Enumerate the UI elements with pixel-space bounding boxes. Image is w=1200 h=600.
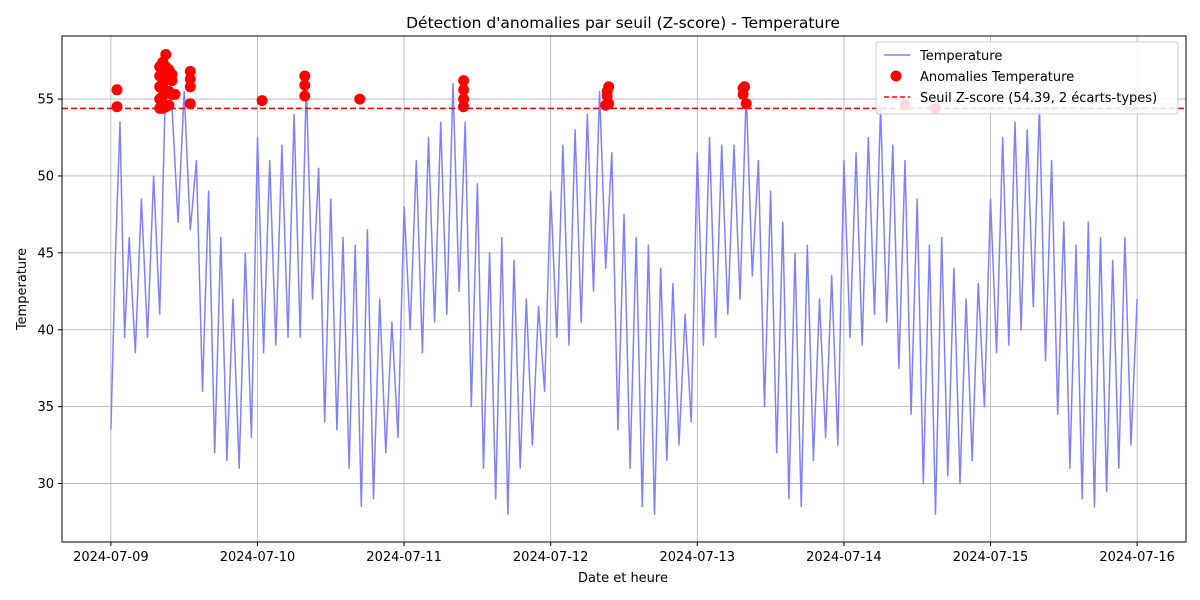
anomaly-point (299, 70, 311, 82)
x-tick-label: 2024-07-15 (953, 550, 1029, 565)
temperature-series (110, 75, 1138, 516)
anomaly-point (740, 98, 752, 110)
y-tick-label: 30 (37, 477, 54, 492)
x-tick-label: 2024-07-14 (806, 550, 882, 565)
legend-temperature-label: Temperature (919, 49, 1002, 64)
anomaly-point (458, 84, 470, 96)
anomaly-point (603, 98, 615, 110)
y-tick-label: 35 (37, 400, 54, 415)
x-tick-label: 2024-07-12 (513, 550, 589, 565)
temperature-line (110, 75, 1138, 516)
anomaly-point (184, 73, 196, 85)
anomaly-point (458, 93, 470, 105)
anomaly-point (739, 81, 751, 93)
x-tick-label: 2024-07-10 (220, 550, 296, 565)
anomaly-point (184, 65, 196, 77)
x-tick-label: 2024-07-13 (660, 550, 736, 565)
y-tick-label: 45 (37, 246, 54, 261)
x-axis-title: Date et heure (578, 571, 668, 586)
anomaly-point (169, 88, 181, 100)
legend-anomaly-swatch (890, 70, 902, 82)
plot-frame (61, 35, 1187, 543)
x-tick-label: 2024-07-09 (73, 550, 149, 565)
anomaly-point (603, 81, 615, 93)
anomaly-point (111, 84, 123, 96)
anomaly-point (458, 75, 470, 87)
y-tick-label: 55 (37, 93, 54, 108)
anomaly-point (299, 90, 311, 102)
y-tick-label: 50 (37, 169, 54, 184)
legend-box (875, 41, 1179, 115)
legend: Temperature Anomalies Temperature Seuil … (875, 41, 1179, 115)
grid (62, 36, 1186, 542)
anomaly-point (354, 93, 366, 105)
anomaly-point (299, 79, 311, 91)
anomaly-point (111, 101, 123, 113)
x-tick-label: 2024-07-16 (1099, 550, 1175, 565)
chart-title: Détection d'anomalies par seuil (Z-score… (406, 14, 840, 32)
anomaly-point (160, 49, 172, 60)
x-axis: 2024-07-09 2024-07-10 2024-07-11 2024-07-12… (73, 542, 1175, 565)
y-axis-title: Temperature (15, 248, 30, 331)
x-tick-label: 2024-07-11 (366, 550, 442, 565)
legend-anomaly-label: Anomalies Temperature (920, 70, 1074, 85)
legend-threshold-label: Seuil Z-score (54.39, 2 écarts-types) (920, 91, 1157, 106)
anomaly-point (166, 68, 178, 80)
anomaly-point (256, 95, 268, 107)
y-axis: 30 35 40 45 50 55 (37, 93, 62, 492)
anomaly-point (184, 81, 196, 93)
anomaly-point (184, 98, 196, 110)
y-tick-label: 40 (37, 323, 54, 338)
anomaly-point (458, 101, 470, 113)
anomaly-series (111, 49, 941, 114)
